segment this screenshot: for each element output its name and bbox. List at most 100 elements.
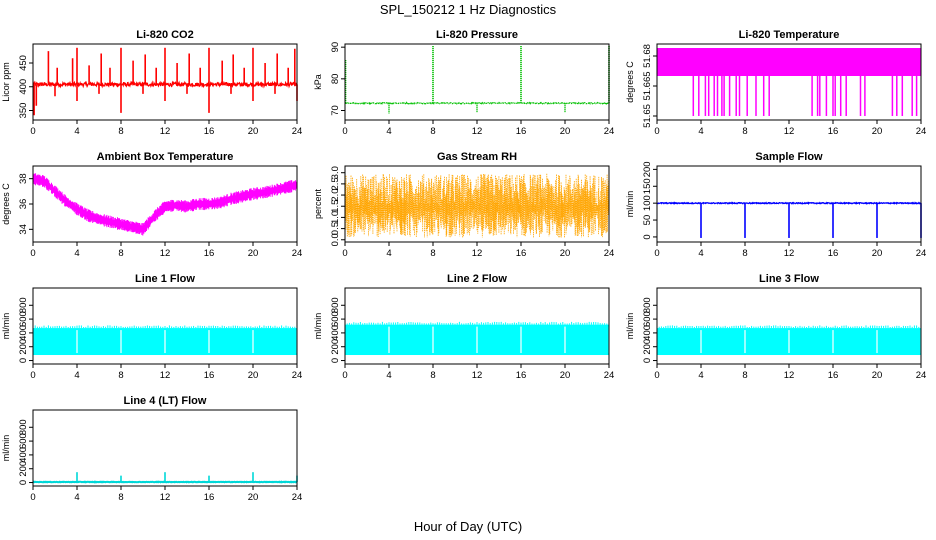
y-tick-label: 0 (642, 234, 653, 239)
y-axis-label: ml/min (625, 191, 635, 218)
panel-title: Line 4 (LT) Flow (124, 395, 207, 407)
y-tick-label: 200 (18, 339, 29, 355)
y-axis-label: ml/min (1, 313, 11, 340)
x-tick-label: 12 (160, 248, 171, 259)
x-tick-label: 24 (916, 248, 927, 259)
y-tick-label: 1.5 (330, 200, 341, 213)
x-tick-label: 20 (872, 248, 883, 259)
x-tick-label: 0 (30, 248, 35, 259)
y-tick-label: 0 (18, 480, 29, 485)
x-tick-label: 24 (292, 248, 303, 259)
panel-title: Sample Flow (755, 151, 823, 163)
band-fill (657, 48, 921, 76)
x-tick-label: 8 (118, 492, 123, 503)
y-tick-label: 350 (18, 103, 29, 119)
y-tick-label: 150 (642, 178, 653, 194)
y-tick-label: 80 (330, 74, 341, 85)
y-axis-label: ml/min (625, 313, 635, 340)
x-tick-label: 20 (872, 126, 883, 137)
x-tick-label: 4 (698, 248, 703, 259)
x-tick-label: 8 (430, 126, 435, 137)
y-tick-label: 600 (330, 311, 341, 327)
series (32, 172, 298, 236)
panel-title: Li-820 Temperature (739, 29, 840, 41)
panel-3: Li-820 Temperature degrees C 0 4 8 12 16 20 24 51… (625, 29, 926, 137)
x-tick-label: 24 (916, 370, 927, 381)
x-tick-label: 0 (30, 370, 35, 381)
x-tick-label: 16 (828, 370, 839, 381)
y-tick-label: 400 (642, 325, 653, 341)
y-tick-label: 90 (330, 42, 341, 53)
y-tick-label: 1.0 (330, 211, 341, 224)
y-tick-label: 100 (642, 195, 653, 211)
x-tick-label: 24 (604, 126, 615, 137)
y-axis-label: kPa (313, 74, 323, 90)
x-tick-label: 12 (472, 370, 483, 381)
x-tick-label: 4 (698, 126, 703, 137)
panel-9: Line 3 Flow ml/min 0 4 8 12 16 20 24 0 20040060080… (625, 273, 926, 381)
x-tick-label: 20 (248, 370, 259, 381)
y-axis-label: percent (313, 188, 323, 219)
y-tick-label: 800 (642, 297, 653, 313)
x-tick-label: 20 (560, 126, 571, 137)
x-tick-label: 16 (204, 248, 215, 259)
x-tick-label: 16 (828, 126, 839, 137)
panel-4: Ambient Box Temperature degrees C 0 4 8 12 16 2… (1, 151, 302, 259)
y-tick-label: 0.0 (330, 233, 341, 246)
x-tick-label: 12 (784, 370, 795, 381)
y-tick-label: 800 (18, 297, 29, 313)
x-tick-label: 24 (604, 370, 615, 381)
x-tick-label: 16 (204, 492, 215, 503)
panel-title: Line 2 Flow (447, 273, 507, 285)
x-tick-label: 12 (784, 248, 795, 259)
x-tick-label: 20 (560, 370, 571, 381)
x-tick-label: 12 (784, 126, 795, 137)
x-tick-label: 4 (74, 492, 79, 503)
x-tick-label: 8 (742, 370, 747, 381)
x-tick-label: 4 (386, 126, 391, 137)
y-axis-label: Licor ppm (1, 62, 11, 102)
y-tick-label: 70 (330, 105, 341, 116)
panel-title: Line 3 Flow (759, 273, 819, 285)
x-tick-label: 4 (74, 248, 79, 259)
y-tick-label: 2.0 (330, 188, 341, 201)
panel-title: Gas Stream RH (437, 151, 517, 163)
y-tick-label: 3.0 (330, 166, 341, 179)
y-tick-label: 600 (642, 311, 653, 327)
x-tick-label: 12 (160, 370, 171, 381)
panel-title: Line 1 Flow (135, 273, 195, 285)
x-tick-label: 24 (292, 492, 303, 503)
x-tick-label: 24 (292, 370, 303, 381)
y-tick-label: 38 (18, 173, 29, 184)
x-tick-label: 16 (828, 248, 839, 259)
x-tick-label: 16 (516, 248, 527, 259)
y-tick-label: 51.65 (642, 104, 653, 128)
y-tick-label: 51.665 (642, 71, 653, 100)
figure-xlabel: Hour of Day (UTC) (414, 519, 522, 534)
x-tick-label: 16 (204, 126, 215, 137)
y-tick-label: 800 (330, 297, 341, 313)
figure-title: SPL_150212 1 Hz Diagnostics (380, 2, 557, 17)
plot-frame (344, 43, 610, 121)
y-axis-label: degrees C (625, 61, 635, 103)
series (32, 325, 298, 356)
x-tick-label: 20 (872, 370, 883, 381)
y-tick-label: 400 (330, 325, 341, 341)
x-tick-label: 20 (560, 248, 571, 259)
x-tick-label: 4 (74, 370, 79, 381)
y-tick-label: 600 (18, 311, 29, 327)
x-tick-label: 24 (916, 126, 927, 137)
y-tick-label: 0.5 (330, 222, 341, 235)
panel-title: Li-820 CO2 (136, 29, 193, 41)
y-tick-label: 50 (642, 215, 653, 226)
panel-7: Line 1 Flow ml/min 0 4 8 12 16 20 24 0 20040060080… (1, 273, 302, 381)
x-tick-label: 16 (516, 370, 527, 381)
x-tick-label: 24 (604, 248, 615, 259)
panel-8: Line 2 Flow ml/min 0 4 8 12 16 20 24 0 20040060080… (313, 273, 614, 381)
y-tick-label: 34 (18, 224, 29, 235)
panel-title: Li-820 Pressure (436, 29, 518, 41)
x-tick-label: 0 (342, 248, 347, 259)
x-tick-label: 0 (654, 370, 659, 381)
series (344, 173, 610, 238)
